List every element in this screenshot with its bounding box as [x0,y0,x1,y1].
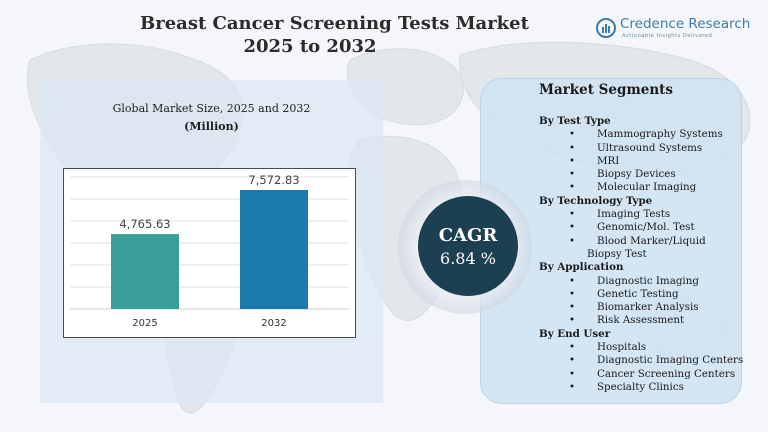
segment-item-label: Ultrasound Systems [597,141,703,154]
bullet-icon: • [569,141,576,154]
logo-name: Credence Research [620,16,751,32]
segment-item-label: Blood Marker/Liquid Biopsy Test [587,234,706,260]
title-line-1: Breast Cancer Screening Tests Market [140,13,529,34]
segment-item: • Hospitals [539,341,739,354]
segment-item-label: Genetic Testing [597,287,679,300]
segment-group: By Technology Type • Imaging Tests • Genomic… [539,195,739,261]
bullet-icon: • [569,341,576,354]
segment-item: • MRI [539,155,739,168]
segment-item-label: Mammography Systems [597,128,723,141]
logo-icon [596,18,616,38]
segment-heading: By Application [539,261,624,274]
segment-item: • Ultrasound Systems [539,142,739,155]
bullet-icon: • [569,354,576,367]
segment-group: By Test Type • Mammography Systems • Ultraso… [539,115,739,195]
segment-item: • Cancer Screening Centers [539,368,739,381]
chart-subtitle: (Million) [184,120,239,133]
title-line-2: 2025 to 2032 [243,36,377,57]
bullet-icon: • [569,314,576,327]
segment-item: • Genomic/Mol. Test [539,221,739,234]
bullet-icon: • [569,301,576,314]
segment-item-label: Diagnostic Imaging Centers [597,354,744,367]
segment-item-label: Imaging Tests [597,208,671,221]
segment-heading: By Technology Type [539,194,653,207]
segment-item-label: MRI [597,154,620,167]
logo-tagline: Actionable Insights Delivered [622,33,713,39]
segment-item: • Mammography Systems [539,128,739,141]
cagr-value: 6.84 % [440,249,496,268]
x-tick-label-2032: 2032 [261,318,286,329]
segment-item: • Diagnostic Imaging Centers [539,354,743,367]
segment-item: • Blood Marker/Liquid Biopsy Test [539,235,739,262]
segment-item: • Risk Assessment [539,314,739,327]
cagr-label: CAGR [438,225,498,246]
segment-item: • Genetic Testing [539,288,739,301]
segment-item-label: Risk Assessment [597,314,685,327]
bullet-icon: • [569,274,576,287]
segment-item-label: Diagnostic Imaging [597,274,699,287]
segment-group: By End User • Hospitals • Diagnostic Imaging… [539,327,743,394]
segments-list: By Test Type • Mammography Systems • Ultraso… [539,115,743,394]
market-size-panel: Global Market Size, 2025 and 2032 (Milli… [40,80,383,403]
bullet-icon: • [569,234,576,247]
data-label-2025: 4,765.63 [119,217,170,231]
segment-item: • Biopsy Devices [539,168,739,181]
cagr-badge: CAGR 6.84 % [418,196,518,296]
segment-item-label: Genomic/Mol. Test [597,221,695,234]
segment-item: • Specialty Clinics [539,381,739,394]
segment-item-label: Cancer Screening Centers [597,367,736,380]
segment-heading: By End User [539,327,611,340]
data-label-2032: 7,572.83 [248,173,299,187]
bullet-icon: • [569,221,576,234]
bullet-icon: • [569,367,576,380]
bar-2025 [111,234,179,309]
segments-title: Market Segments [539,82,673,98]
bullet-icon: • [569,287,576,300]
segment-item: • Biomarker Analysis [539,301,739,314]
segment-item-label: Hospitals [597,341,647,354]
segment-heading: By Test Type [539,115,611,127]
segment-item-label: Biopsy Devices [597,168,676,181]
segment-item-label: Molecular Imaging [597,181,697,194]
bullet-icon: • [569,168,576,181]
x-tick-label-2025: 2025 [132,318,157,329]
segment-group: By Application • Diagnostic Imaging • Geneti… [539,261,739,327]
segment-item: • Molecular Imaging [539,181,739,194]
page-title: Breast Cancer Screening Tests Market 202… [140,12,529,58]
bullet-icon: • [569,154,576,167]
segment-item: • Imaging Tests [539,208,739,221]
bullet-icon: • [569,128,576,141]
bullet-icon: • [569,208,576,221]
segment-item: • Diagnostic Imaging [539,275,739,288]
bullet-icon: • [569,380,576,393]
bar-chart: 4,765.63 2025 7,572.83 2032 [70,173,349,329]
segment-item-label: Biomarker Analysis [597,301,699,314]
brand-logo: Credence Research Actionable Insights De… [596,16,756,42]
segment-item-label: Specialty Clinics [597,380,684,393]
bullet-icon: • [569,181,576,194]
chart-frame: 4,765.63 2025 7,572.83 2032 [63,168,356,338]
chart-title: Global Market Size, 2025 and 2032 [112,102,311,115]
bar-2032 [240,189,308,309]
